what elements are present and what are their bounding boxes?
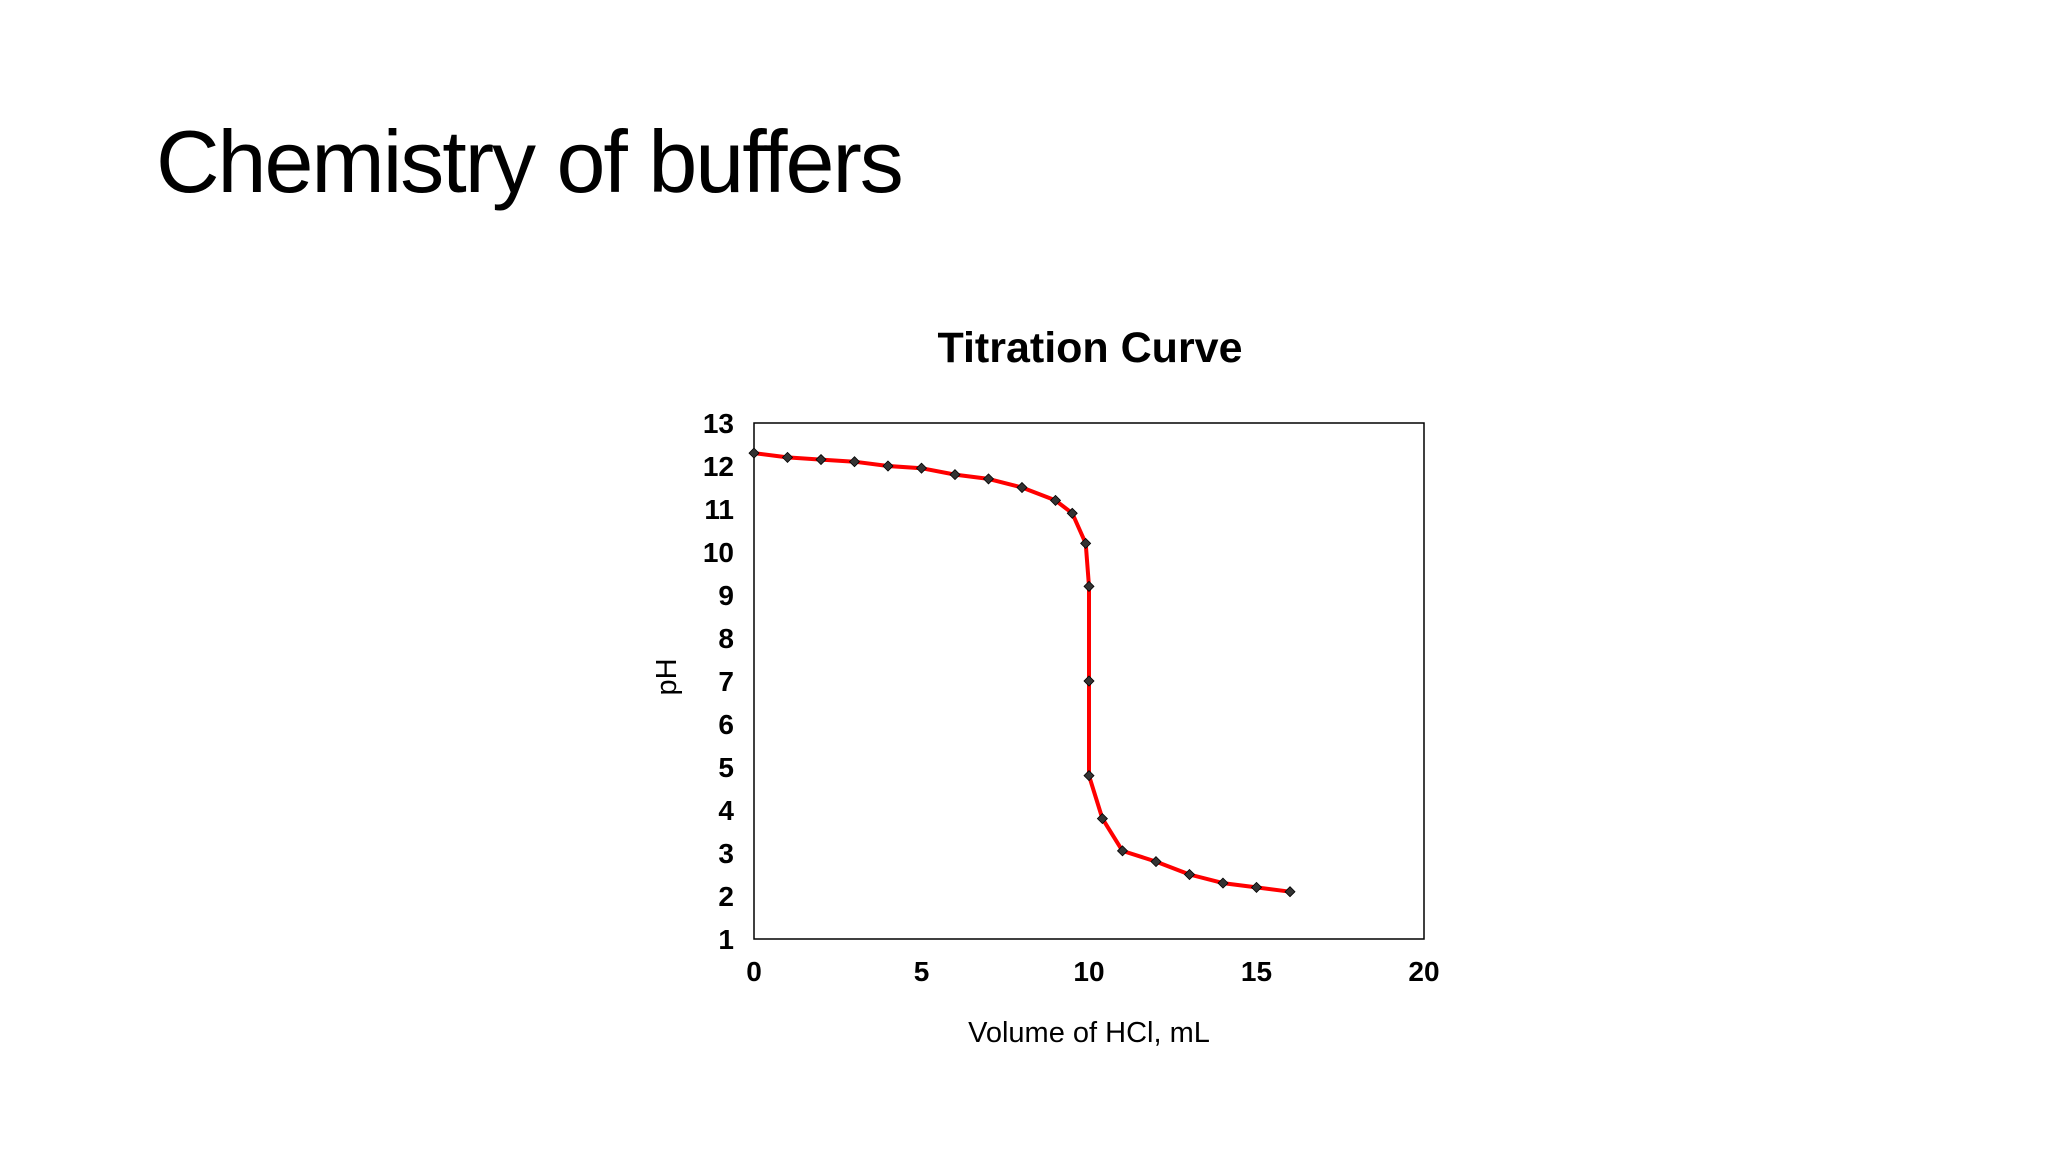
data-point xyxy=(1096,813,1108,825)
data-point xyxy=(1150,856,1162,868)
y-tick-label: 12 xyxy=(703,451,734,482)
y-tick-label: 9 xyxy=(718,580,734,611)
data-point xyxy=(1083,770,1095,782)
data-point xyxy=(1183,868,1196,881)
y-tick-label: 2 xyxy=(718,881,734,912)
y-tick-label: 5 xyxy=(718,752,734,783)
y-tick-label: 3 xyxy=(718,838,734,869)
y-tick-label: 8 xyxy=(718,623,734,654)
data-point xyxy=(848,456,861,468)
x-tick-label: 0 xyxy=(746,956,762,987)
data-point-markers xyxy=(748,447,1296,898)
y-tick-label: 6 xyxy=(718,709,734,740)
y-axis-label: pH xyxy=(651,658,683,695)
data-point xyxy=(1083,580,1095,592)
data-point xyxy=(1250,881,1263,893)
data-point xyxy=(1016,481,1028,494)
y-tick-label: 1 xyxy=(718,924,734,955)
x-axis-label: Volume of HCl, mL xyxy=(968,1017,1210,1049)
chart-title: Titration Curve xyxy=(937,324,1242,372)
y-tick-label: 11 xyxy=(704,494,734,525)
data-point xyxy=(1284,886,1296,898)
y-tick-label: 4 xyxy=(718,795,734,826)
data-point xyxy=(1049,494,1062,506)
x-tick-label: 5 xyxy=(914,956,930,987)
data-point xyxy=(949,469,961,481)
slide-title: Chemistry of buffers xyxy=(156,112,904,211)
y-tick-label: 7 xyxy=(718,666,734,697)
data-point xyxy=(1217,877,1229,889)
y-tick-label: 13 xyxy=(703,408,734,439)
x-tick-label: 15 xyxy=(1241,956,1272,987)
x-tick-label: 20 xyxy=(1408,956,1439,987)
data-point xyxy=(1080,537,1092,549)
data-point xyxy=(982,473,995,485)
data-point xyxy=(815,453,827,466)
data-point xyxy=(882,460,894,472)
data-point xyxy=(1116,845,1129,857)
data-point xyxy=(781,451,794,463)
x-tick-label: 10 xyxy=(1073,956,1104,987)
data-point xyxy=(1083,675,1095,687)
x-axis-ticks: 0 5 10 15 20 xyxy=(746,956,1439,987)
data-point xyxy=(1066,507,1078,519)
titration-curve-line xyxy=(753,451,1291,894)
y-tick-label: 10 xyxy=(703,537,734,568)
data-point xyxy=(748,447,760,459)
data-point xyxy=(915,462,928,474)
